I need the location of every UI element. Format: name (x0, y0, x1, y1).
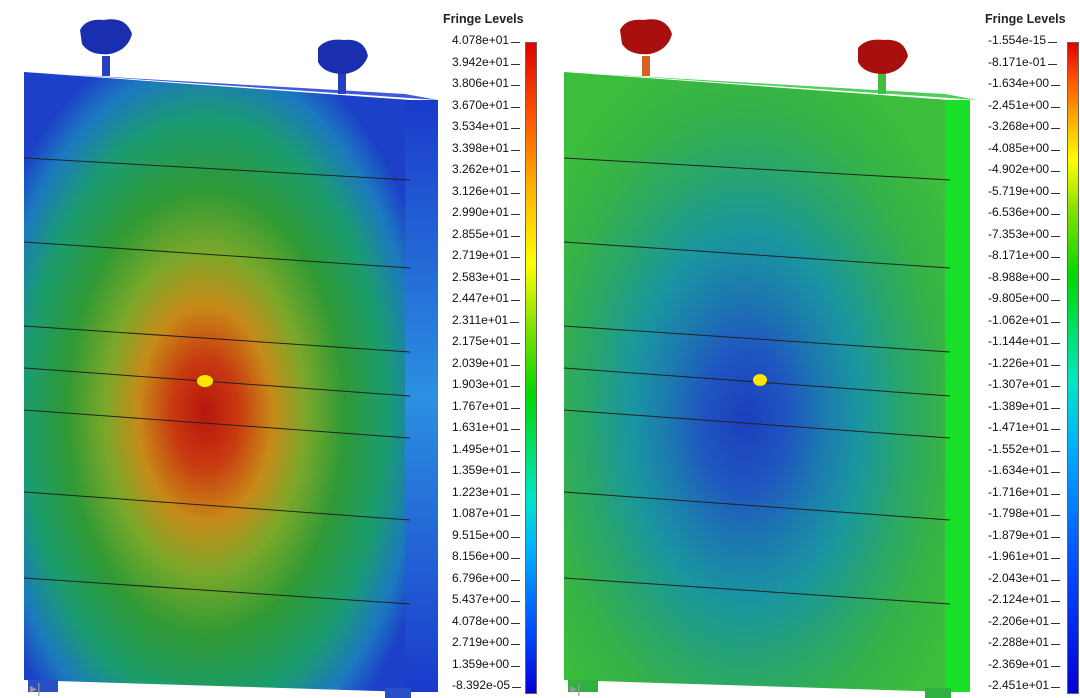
legend-title: Fringe Levels (985, 12, 1066, 26)
fringe-level-label: 3.126e+01 (452, 184, 521, 198)
load-point-marker (753, 374, 767, 386)
fringe-level-label: 3.670e+01 (452, 98, 521, 112)
fringe-level-label: -1.634e+00 (988, 76, 1061, 90)
fringe-level-label: -1.144e+01 (988, 334, 1061, 348)
fringe-level-label: -6.536e+00 (988, 205, 1061, 219)
fringe-level-label: 1.631e+01 (452, 420, 521, 434)
fringe-level-label: -1.961e+01 (988, 549, 1061, 563)
hanger-right (318, 39, 368, 94)
fringe-level-label: 2.311e+01 (452, 313, 520, 327)
fringe-level-label: 1.223e+01 (452, 485, 521, 499)
fringe-level-label: -1.062e+01 (988, 313, 1061, 327)
fringe-level-label: 3.398e+01 (452, 141, 521, 155)
load-point-marker (197, 375, 213, 387)
fringe-level-label: 2.990e+01 (452, 205, 521, 219)
fringe-plot-right: Fringe Levels -1.554e-15 -8.171e-01 -1.634… (540, 0, 1080, 698)
fringe-level-label: -4.902e+00 (988, 162, 1061, 176)
fringe-level-label: 2.039e+01 (452, 356, 521, 370)
fringe-level-label: -1.307e+01 (988, 377, 1061, 391)
fringe-level-label: 3.942e+01 (452, 55, 521, 69)
play-end-icon[interactable]: ▸| (30, 680, 41, 696)
fringe-colorbar (525, 42, 537, 694)
fringe-level-label: -7.353e+00 (988, 227, 1061, 241)
fringe-level-label: -1.798e+01 (988, 506, 1061, 520)
fringe-level-label: -8.392e-05 (452, 678, 522, 692)
fringe-level-label: 3.534e+01 (452, 119, 521, 133)
fringe-level-label: 1.767e+01 (452, 399, 521, 413)
fringe-level-label: 1.087e+01 (452, 506, 521, 520)
fringe-level-label: -1.634e+01 (988, 463, 1061, 477)
fringe-level-label: -5.719e+00 (988, 184, 1061, 198)
fringe-level-label: 2.447e+01 (452, 291, 521, 305)
fringe-level-label: 4.078e+00 (452, 614, 521, 628)
fringe-level-label: -2.124e+01 (988, 592, 1061, 606)
fringe-level-label: 1.903e+01 (452, 377, 521, 391)
fringe-level-label: -2.451e+00 (988, 98, 1061, 112)
fringe-level-label: -4.085e+00 (988, 141, 1061, 155)
fringe-level-label: 2.855e+01 (452, 227, 521, 241)
fringe-level-label: -9.805e+00 (988, 291, 1061, 305)
fringe-level-label: -2.206e+01 (988, 614, 1061, 628)
model-view-right[interactable] (540, 0, 1080, 698)
fringe-level-label: -1.879e+01 (988, 528, 1061, 542)
play-end-icon[interactable]: ▸| (570, 680, 581, 696)
fringe-level-label: 1.359e+01 (452, 463, 521, 477)
fringe-level-label: -1.716e+01 (988, 485, 1061, 499)
fringe-level-label: 2.719e+01 (452, 248, 521, 262)
legend-title: Fringe Levels (443, 12, 524, 26)
panel-side-face (945, 100, 970, 692)
fringe-level-label: 1.359e+00 (452, 657, 521, 671)
hanger-left (80, 19, 132, 76)
fringe-level-label: 3.262e+01 (452, 162, 521, 176)
fringe-level-label: -1.226e+01 (988, 356, 1061, 370)
fringe-level-label: 2.175e+01 (452, 334, 521, 348)
fringe-level-label: -2.369e+01 (988, 657, 1061, 671)
fringe-level-label: 5.437e+00 (452, 592, 521, 606)
joint-lines (23, 157, 411, 605)
fringe-level-label: 9.515e+00 (452, 528, 521, 542)
fringe-level-label: -8.988e+00 (988, 270, 1061, 284)
fringe-level-label: 3.806e+01 (452, 76, 521, 90)
fringe-level-label: 4.078e+01 (452, 33, 521, 47)
fringe-level-label: -2.043e+01 (988, 571, 1061, 585)
fringe-level-label: -1.471e+01 (988, 420, 1061, 434)
fringe-level-label: -1.389e+01 (988, 399, 1061, 413)
hanger-right (858, 39, 908, 94)
fringe-level-label: 6.796e+00 (452, 571, 521, 585)
fringe-level-label: -2.451e+01 (988, 678, 1061, 692)
fringe-level-label: 2.719e+00 (452, 635, 521, 649)
fringe-level-label: 1.495e+01 (452, 442, 521, 456)
fringe-level-label: -8.171e-01 (988, 55, 1058, 69)
fringe-level-label: -3.268e+00 (988, 119, 1061, 133)
fringe-level-label: 8.156e+00 (452, 549, 521, 563)
fringe-level-label: -2.288e+01 (988, 635, 1061, 649)
fringe-level-label: 2.583e+01 (452, 270, 521, 284)
fringe-plot-left: Fringe Levels 4.078e+01 3.942e+01 3.806e+0… (0, 0, 540, 698)
model-view-left[interactable] (0, 0, 540, 698)
hanger-left (620, 19, 672, 76)
fringe-level-label: -1.552e+01 (988, 442, 1061, 456)
fringe-level-label: -8.171e+00 (988, 248, 1061, 262)
fringe-colorbar (1067, 42, 1079, 694)
fringe-level-label: -1.554e-15 (988, 33, 1058, 47)
panel-side-face (405, 100, 438, 692)
